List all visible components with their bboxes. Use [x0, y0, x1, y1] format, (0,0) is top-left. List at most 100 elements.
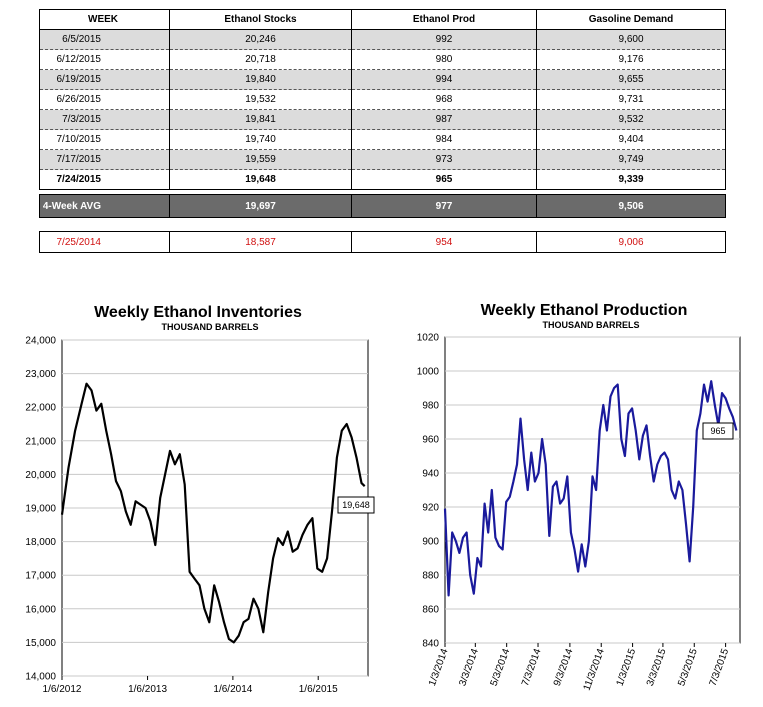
table-row: 6/19/2015 19,840 994 9,655: [39, 69, 726, 90]
cell-ethanol-stocks: 19,840: [169, 69, 352, 90]
inventories-y-tick-label: 23,000: [25, 369, 56, 380]
production-x-tick-label: 1/3/2015: [615, 647, 639, 688]
inventories-y-tick-label: 17,000: [25, 571, 56, 582]
production-y-tick-label: 1000: [417, 367, 440, 378]
inventories-y-axis: 14,000 15,000 16,000 17,000 18,000 19,000 20,0…: [25, 336, 56, 683]
production-x-tick-label: 5/3/2014: [489, 647, 513, 688]
table-row: 6/5/2015 20,246 992 9,600: [39, 29, 726, 50]
cell-gasoline-demand: 9,532: [536, 109, 726, 130]
production-y-tick-label: 940: [422, 469, 439, 480]
cell-ethanol-stocks: 20,246: [169, 29, 352, 50]
cell-week: 6/5/2015: [39, 29, 170, 50]
cell-week: 7/24/2015: [39, 169, 170, 190]
inventories-y-tick-label: 24,000: [25, 336, 56, 347]
cell-ethanol-stocks: 20,718: [169, 49, 352, 70]
inventories-y-tick-label: 20,000: [25, 470, 56, 481]
inventories-x-tick-label: 1/6/2012: [43, 684, 82, 695]
cell-ethanol-stocks: 19,740: [169, 129, 352, 150]
production-y-tick-label: 880: [422, 571, 439, 582]
avg-label: 4-Week AVG: [39, 194, 170, 218]
production-x-tick-label: 3/3/2015: [645, 647, 669, 688]
inventories-x-tick-label: 1/6/2014: [213, 684, 252, 695]
year-ago-stocks: 18,587: [169, 231, 352, 253]
table-row: 7/24/2015 19,648 965 9,339: [39, 169, 726, 190]
inventories-y-tick-label: 14,000: [25, 672, 56, 683]
production-callout-box: [702, 422, 734, 440]
inventories-chart: Weekly Ethanol Inventories THOUSAND BARR…: [25, 304, 375, 695]
inventories-x-axis: 1/6/2012 1/6/2013 1/6/2014 1/6/2015: [43, 676, 338, 695]
production-x-tick-label: 9/3/2014: [552, 647, 576, 688]
inventories-y-tick-label: 16,000: [25, 604, 56, 615]
cell-ethanol-stocks: 19,841: [169, 109, 352, 130]
production-gridlines: [445, 336, 740, 644]
table-row: 7/3/2015 19,841 987 9,532: [39, 109, 726, 130]
cell-week: 6/26/2015: [39, 89, 170, 110]
four-week-avg-row: 4-Week AVG 19,697 977 9,506: [39, 194, 726, 218]
cell-week: 7/3/2015: [39, 109, 170, 130]
production-chart-subtitle: THOUSAND BARRELS: [542, 320, 639, 330]
inventories-y-tick-label: 18,000: [25, 537, 56, 548]
production-x-axis: 1/3/2014 3/3/2014 5/3/2014 7/3/2014 9/3/2014…: [427, 643, 731, 692]
cell-gasoline-demand: 9,339: [536, 169, 726, 190]
cell-ethanol-prod: 984: [351, 129, 537, 150]
cell-week: 7/10/2015: [39, 129, 170, 150]
year-ago-row: 7/25/2014 18,587 954 9,006: [39, 231, 726, 253]
cell-gasoline-demand: 9,600: [536, 29, 726, 50]
table-header-row: WEEK Ethanol Stocks Ethanol Prod Gasolin…: [39, 9, 726, 30]
production-x-tick-label: 11/3/2014: [582, 647, 607, 692]
header-ethanol-prod: Ethanol Prod: [351, 9, 537, 30]
table-row: 6/26/2015 19,532 968 9,731: [39, 89, 726, 110]
cell-ethanol-prod: 973: [351, 149, 537, 170]
table-row: 7/10/2015 19,740 984 9,404: [39, 129, 726, 150]
cell-ethanol-prod: 992: [351, 29, 537, 50]
cell-week: 6/19/2015: [39, 69, 170, 90]
avg-prod: 977: [351, 194, 537, 218]
production-callout-label: 965: [710, 426, 725, 436]
table-row: 7/17/2015 19,559 973 9,749: [39, 149, 726, 170]
year-ago-gasoline: 9,006: [536, 231, 726, 253]
cell-gasoline-demand: 9,655: [536, 69, 726, 90]
inventories-series-line: [60, 382, 366, 644]
production-series-line: [443, 380, 738, 597]
cell-ethanol-stocks: 19,648: [169, 169, 352, 190]
cell-gasoline-demand: 9,749: [536, 149, 726, 170]
inventories-y-tick-label: 15,000: [25, 638, 56, 649]
production-y-axis: 840 860 880 900 920 940 960 980 1000 1020: [417, 333, 440, 650]
cell-ethanol-prod: 987: [351, 109, 537, 130]
inventories-callout-label: 19,648: [342, 500, 370, 510]
table-row: 6/12/2015 20,718 980 9,176: [39, 49, 726, 70]
avg-stocks: 19,697: [169, 194, 352, 218]
inventories-y-tick-label: 19,000: [25, 504, 56, 515]
production-x-tick-label: 7/3/2015: [708, 647, 732, 688]
production-x-tick-label: 1/3/2014: [427, 647, 451, 688]
production-chart: Weekly Ethanol Production THOUSAND BARRE…: [417, 302, 741, 692]
production-x-tick-label: 7/3/2014: [520, 647, 544, 688]
cell-week: 6/12/2015: [39, 49, 170, 70]
production-x-tick-label: 3/3/2014: [457, 647, 481, 688]
production-y-tick-label: 900: [422, 537, 439, 548]
inventories-chart-title: Weekly Ethanol Inventories: [94, 304, 302, 321]
production-y-tick-label: 920: [422, 503, 439, 514]
cell-ethanol-prod: 965: [351, 169, 537, 190]
cell-gasoline-demand: 9,731: [536, 89, 726, 110]
year-ago-prod: 954: [351, 231, 537, 253]
inventories-x-tick-label: 1/6/2013: [128, 684, 167, 695]
production-x-tick-label: 5/3/2015: [676, 647, 700, 688]
production-y-tick-label: 1020: [417, 333, 440, 344]
production-y-tick-label: 840: [422, 639, 439, 650]
inventories-y-tick-label: 21,000: [25, 436, 56, 447]
inventories-y-tick-label: 22,000: [25, 403, 56, 414]
production-y-tick-label: 980: [422, 401, 439, 412]
cell-ethanol-prod: 968: [351, 89, 537, 110]
avg-gasoline: 9,506: [536, 194, 726, 218]
cell-ethanol-prod: 994: [351, 69, 537, 90]
header-week: WEEK: [39, 9, 170, 30]
cell-gasoline-demand: 9,176: [536, 49, 726, 70]
ethanol-data-table: WEEK Ethanol Stocks Ethanol Prod Gasolin…: [39, 9, 726, 190]
cell-week: 7/17/2015: [39, 149, 170, 170]
cell-ethanol-stocks: 19,532: [169, 89, 352, 110]
inventories-callout-box: [337, 496, 375, 514]
cell-gasoline-demand: 9,404: [536, 129, 726, 150]
header-gasoline-demand: Gasoline Demand: [536, 9, 726, 30]
cell-ethanol-prod: 980: [351, 49, 537, 70]
